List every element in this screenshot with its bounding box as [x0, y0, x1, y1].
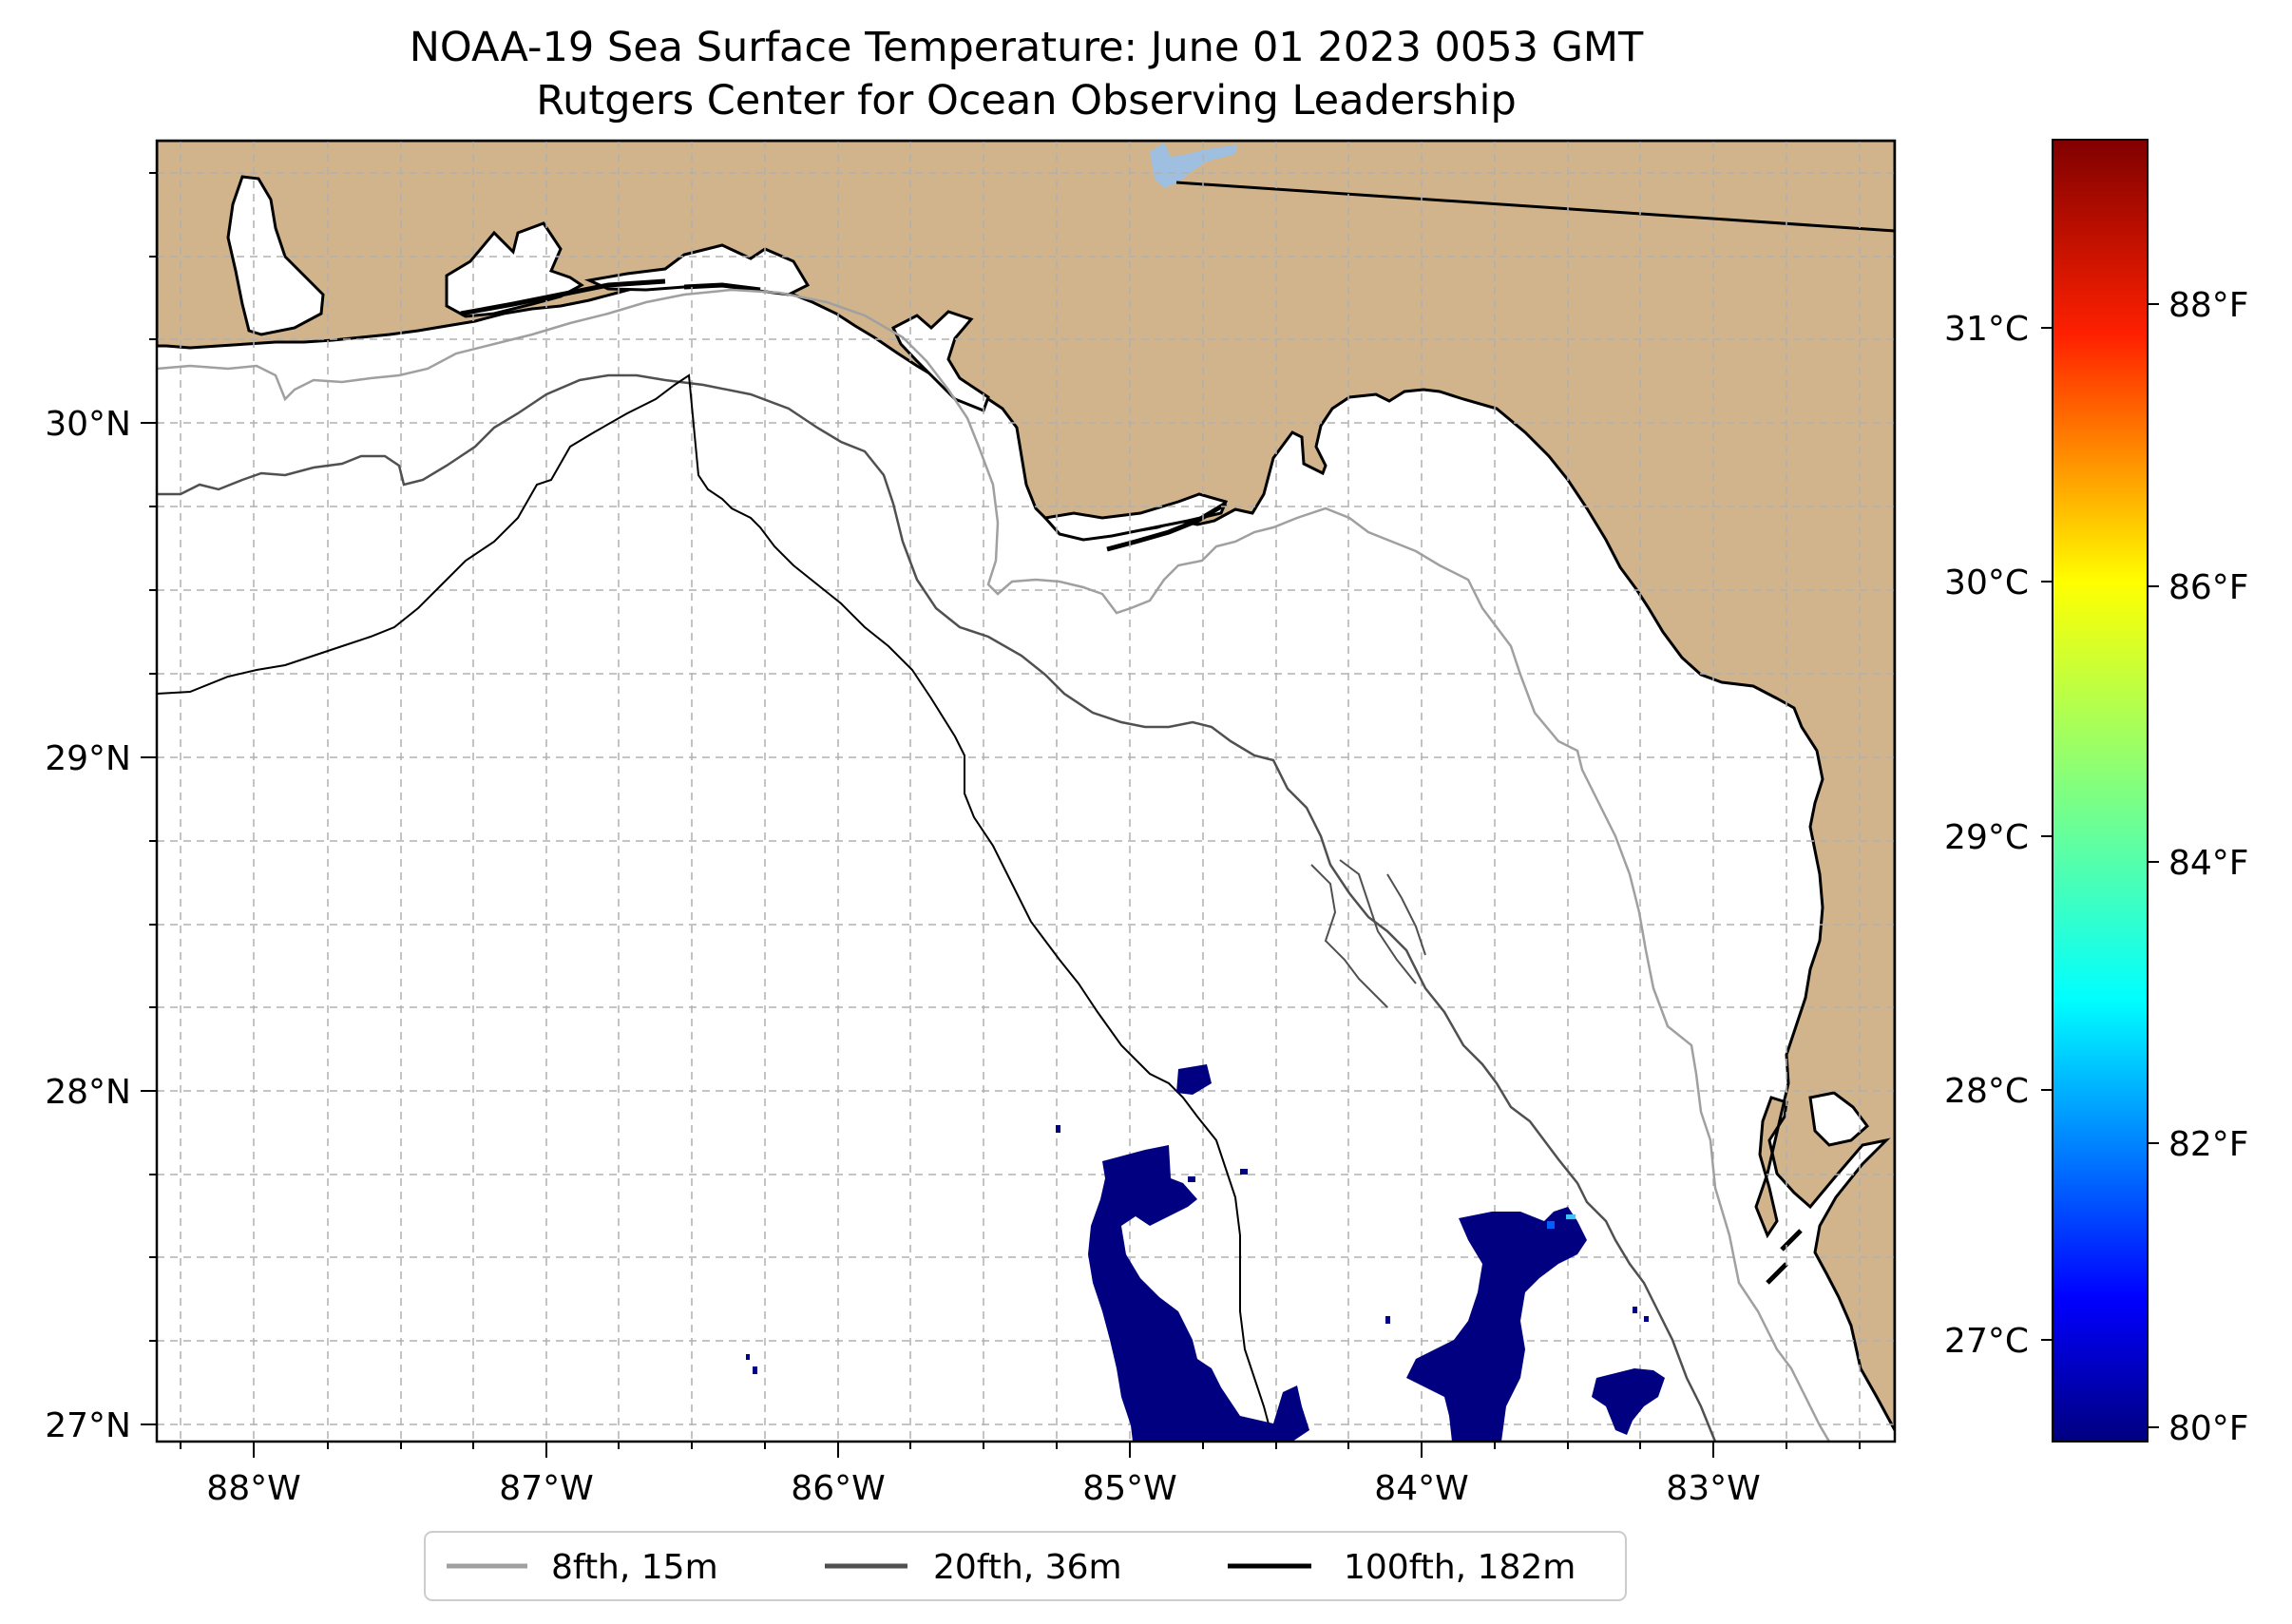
lat-tick-label: 28°N: [45, 1073, 131, 1112]
sst-pixel-warm: [1566, 1214, 1576, 1219]
barrier-island: [460, 278, 1803, 1285]
lat-tick-labels: 27°N 28°N 29°N 30°N: [45, 405, 131, 1445]
sst-pixel: [1240, 1169, 1248, 1175]
colorbar-fahrenheit-label: 88°F: [2168, 286, 2249, 325]
map-frame: [155, 139, 1897, 1443]
lon-tick-label: 87°W: [499, 1469, 593, 1508]
isobath-182m: [157, 373, 1274, 1442]
colorbar-fahrenheit-label: 80°F: [2168, 1409, 2249, 1448]
pensacola-bay: [445, 221, 584, 318]
sst-patch: [1176, 1064, 1212, 1095]
lon-tick-label: 85°W: [1082, 1469, 1176, 1508]
chart-title-line2: Rutgers Center for Ocean Observing Leade…: [536, 77, 1517, 124]
lake: [1150, 143, 1237, 188]
colorbar: 31°C 30°C 29°C 28°C 27°C 88°F 86°F 84°F …: [1944, 139, 2249, 1448]
lon-tick-label: 86°W: [791, 1469, 885, 1508]
colorbar-celsius-label: 28°C: [1944, 1072, 2029, 1111]
colorbar-celsius-label: 30°C: [1944, 564, 2029, 602]
legend-box: [424, 1531, 1627, 1601]
lon-tick-marks: [180, 1442, 1861, 1458]
chart-title-line1: NOAA-19 Sea Surface Temperature: June 01…: [409, 24, 1644, 71]
sst-pixel: [746, 1354, 750, 1360]
sst-patch: [1592, 1368, 1665, 1435]
lat-tick-label: 30°N: [45, 405, 131, 444]
st-andrew-bay: [891, 310, 990, 412]
legend-label-36m: 20fth, 36m: [933, 1548, 1122, 1587]
state-border: [1175, 181, 1895, 233]
isobath-15m: [157, 288, 1831, 1442]
sst-pixel: [753, 1366, 757, 1374]
sst-pixel: [1644, 1316, 1649, 1322]
sst-pixel: [1385, 1316, 1390, 1324]
sst-patch: [1406, 1207, 1587, 1442]
mobile-bay: [226, 175, 325, 336]
isobath-36m: [157, 373, 1717, 1442]
lat-tick-label: 27°N: [45, 1406, 131, 1445]
sst-data-patches: [746, 1064, 1665, 1442]
colorbar-celsius-label: 29°C: [1944, 818, 2029, 857]
lon-tick-labels: 88°W 87°W 86°W 85°W 84°W 83°W: [206, 1469, 1760, 1508]
colorbar-gradient: [2052, 139, 2149, 1442]
sst-pixel: [1188, 1176, 1195, 1182]
sst-pixel: [1633, 1307, 1637, 1313]
isobath-36m-shoals: [1310, 859, 1426, 1008]
colorbar-celsius-label: 31°C: [1944, 310, 2029, 349]
lat-tick-marks: [141, 172, 157, 1425]
legend-label-15m: 8fth, 15m: [551, 1548, 718, 1587]
lon-tick-label: 88°W: [206, 1469, 300, 1508]
tampa-bay: [1808, 1091, 1870, 1147]
sst-pixel: [1056, 1125, 1060, 1133]
colorbar-fahrenheit-label: 86°F: [2168, 568, 2249, 607]
lon-tick-label: 83°W: [1666, 1469, 1760, 1508]
colorbar-fahrenheit-label: 84°F: [2168, 844, 2249, 883]
legend-label-182m: 100fth, 182m: [1344, 1548, 1576, 1587]
colorbar-fahrenheit-label: 82°F: [2168, 1125, 2249, 1164]
lon-tick-label: 84°W: [1374, 1469, 1468, 1508]
colorbar-celsius-label: 27°C: [1944, 1322, 2029, 1361]
grid: [157, 141, 1895, 1442]
sst-patch: [1088, 1145, 1309, 1442]
legend: 8fth, 15m 20fth, 36m 100fth, 182m: [424, 1531, 1627, 1601]
sst-pixel-warm: [1547, 1221, 1555, 1229]
lat-tick-label: 29°N: [45, 739, 131, 778]
